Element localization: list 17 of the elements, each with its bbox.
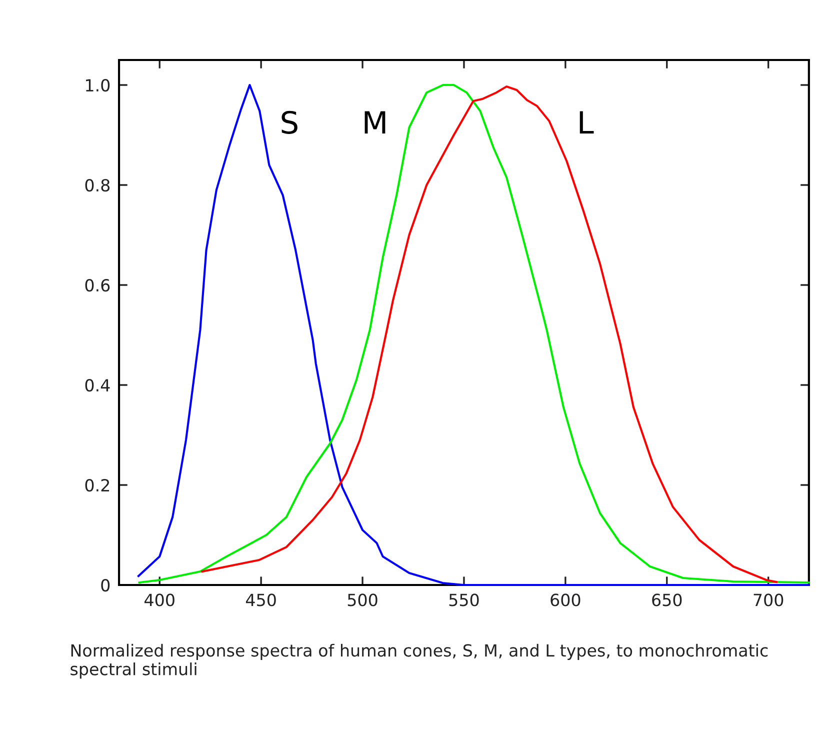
x-tick-label: 700 <box>754 594 784 606</box>
x-tick-label: 650 <box>652 594 682 606</box>
y-tick-label: 1.0 <box>86 78 110 92</box>
y-tick-label: 0 <box>101 578 110 592</box>
y-tick-label: 0.8 <box>85 178 110 192</box>
series-label: L <box>580 111 594 134</box>
x-tick-label: 600 <box>550 594 580 606</box>
y-tick-label: 0.4 <box>85 378 110 392</box>
series-label: S <box>282 110 298 134</box>
x-tick-label: 450 <box>246 594 276 606</box>
x-tick-label: 400 <box>144 594 174 606</box>
x-tick-label: 550 <box>449 594 479 606</box>
x-tick-label: 500 <box>348 594 378 606</box>
text: Normalized response spectra of human cones, S, M, and L types, to monochromatic spectral stimuli <box>70 644 768 679</box>
series-label: M <box>364 111 386 134</box>
y-tick-label: 0.6 <box>85 278 110 292</box>
y-tick-label: 0.2 <box>85 478 110 492</box>
